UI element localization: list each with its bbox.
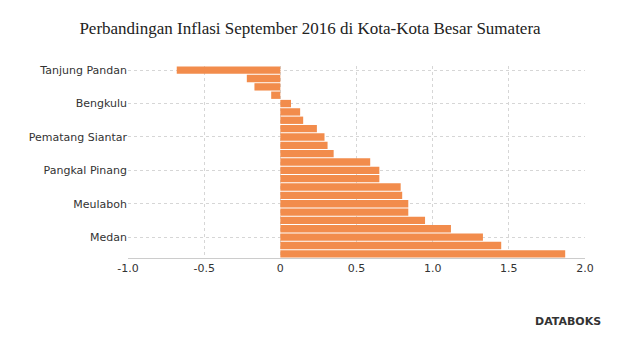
svg-text:1.5: 1.5 — [500, 262, 517, 275]
svg-text:Pematang Siantar: Pematang Siantar — [29, 131, 128, 144]
svg-text:Medan: Medan — [90, 231, 127, 244]
svg-text:Perbandingan Inflasi September: Perbandingan Inflasi September 2016 di K… — [79, 19, 541, 38]
svg-text:-0.5: -0.5 — [193, 262, 214, 275]
svg-text:Bengkulu: Bengkulu — [76, 97, 127, 110]
svg-text:Tanjung Pandan: Tanjung Pandan — [39, 64, 127, 77]
svg-text:Meulaboh: Meulaboh — [73, 198, 127, 211]
svg-text:Pangkal Pinang: Pangkal Pinang — [44, 164, 127, 177]
svg-text:DATABOKS: DATABOKS — [535, 315, 601, 328]
svg-text:0: 0 — [277, 262, 284, 275]
svg-text:1.0: 1.0 — [424, 262, 442, 275]
svg-text:2.0: 2.0 — [576, 262, 594, 275]
svg-text:-1.0: -1.0 — [117, 262, 138, 275]
svg-text:0.5: 0.5 — [348, 262, 366, 275]
